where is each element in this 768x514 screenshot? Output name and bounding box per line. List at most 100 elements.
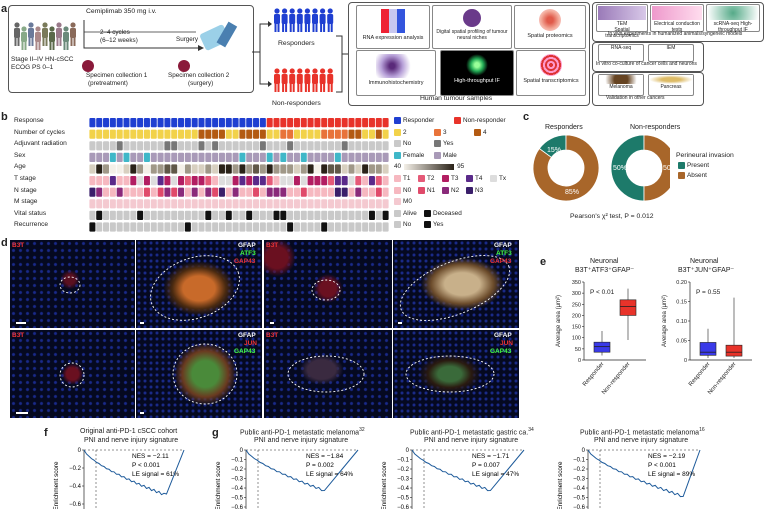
oncoprint-cell <box>280 118 287 128</box>
invivo-caption: In vivo experiments in humanized animals… <box>608 31 743 37</box>
row-label: Response <box>14 117 44 124</box>
e-left-nonresponder-box <box>619 299 637 316</box>
oncoprint-cell <box>266 152 273 162</box>
oncoprint-cell <box>116 152 123 162</box>
oncoprint-cell <box>239 187 246 197</box>
legend-text: Non-responder <box>463 117 506 125</box>
oncoprint-cell <box>123 222 130 232</box>
oncoprint-cell <box>89 152 96 162</box>
oncoprint-cell <box>198 199 205 209</box>
oncoprint-cell <box>103 152 110 162</box>
oncoprint-cell <box>355 176 362 186</box>
row-label: Recurrence <box>14 221 49 229</box>
y-tick-label: −0.2 <box>397 467 410 473</box>
y-tick-label: −0.4 <box>231 486 244 492</box>
oncoprint-cell <box>123 129 130 139</box>
oncoprint-cell <box>334 152 341 162</box>
e-right-title: Neuronal <box>690 258 719 265</box>
oncoprint-cell <box>150 129 157 139</box>
spec2b-text: (surgery) <box>188 80 214 87</box>
c-legend-title: Perineural invasion <box>676 152 734 159</box>
g2-ref: 34 <box>528 427 534 433</box>
oncoprint-cell <box>246 199 253 209</box>
oncoprint-cell <box>218 187 225 197</box>
oncoprint-cell <box>171 118 178 128</box>
present-slice <box>610 134 645 202</box>
legend-swatch <box>394 221 401 229</box>
y-tick-label: −0.5 <box>231 496 244 502</box>
y-tick-label: 0.15 <box>676 300 687 306</box>
oncoprint-cell <box>239 141 246 151</box>
tile-ihc: Immunohistochemistry <box>356 50 436 96</box>
oncoprint-cell <box>184 152 191 162</box>
oncoprint-cell <box>368 176 375 186</box>
oncoprint-cell <box>116 199 123 209</box>
oncoprint-cell <box>143 164 150 174</box>
oncoprint-cell <box>355 210 362 220</box>
oncoprint-cell <box>314 129 321 139</box>
patient-figure <box>63 26 69 50</box>
oncoprint-cell <box>280 176 287 186</box>
oncoprint-cell <box>314 187 321 197</box>
g2-title2: PNI and nerve injury signature <box>424 437 519 444</box>
y-tick-label: −0.3 <box>573 477 586 483</box>
y-tick-label: 200 <box>572 313 581 319</box>
oncoprint-cell <box>375 199 382 209</box>
oncoprint-cell <box>307 222 314 232</box>
resp-present-pct: 15% <box>547 147 561 154</box>
absent-slice <box>532 134 600 202</box>
patients-icon <box>14 22 76 50</box>
nonresponder-figure <box>281 68 288 92</box>
oncoprint-cell <box>109 199 116 209</box>
oncoprint-cell <box>293 222 300 232</box>
oncoprint-cell <box>375 187 382 197</box>
responder-figure <box>281 8 288 32</box>
oncoprint-cell <box>239 118 246 128</box>
oncoprint-cell <box>225 152 232 162</box>
oncoprint-cell <box>355 187 362 197</box>
oncoprint-cell <box>212 164 219 174</box>
oncoprint-cell <box>368 222 375 232</box>
absent-label: Absent <box>687 172 707 180</box>
legend-text: 4 <box>483 128 487 136</box>
ecog-text: ECOG PS 0–1 <box>11 64 54 71</box>
legend-text: N0 <box>403 186 412 194</box>
treatment-arrow <box>78 18 208 78</box>
c-stat: Pearson's χ² test, P = 0.012 <box>570 213 654 220</box>
oncoprint-cell <box>253 187 260 197</box>
g1-title2: PNI and nerve injury signature <box>254 437 349 444</box>
panel-f-label: f <box>44 427 48 439</box>
patient-group-figures <box>12 14 78 54</box>
legend-text: T2 <box>427 175 435 183</box>
oncoprint-cell <box>362 222 369 232</box>
to-samples-arrow <box>336 14 348 94</box>
oncoprint-cell <box>232 222 239 232</box>
oncoprint-cell <box>164 152 171 162</box>
y-tick-label: −0.3 <box>231 477 244 483</box>
oncoprint-cell <box>328 187 335 197</box>
d-gfap-4: GFAP <box>494 242 512 249</box>
oncoprint-cell <box>96 118 103 128</box>
oncoprint-cell <box>280 141 287 151</box>
oncoprint-cell <box>205 187 212 197</box>
oncoprint-cell <box>287 129 294 139</box>
oncoprint-cell <box>96 222 103 232</box>
oncoprint-cell <box>341 222 348 232</box>
stat-text: P < 0.001 <box>132 462 160 469</box>
oncoprint-cell <box>116 222 123 232</box>
oncoprint-cell <box>348 164 355 174</box>
side-ect: Electrical conduction tests <box>650 4 704 33</box>
oncoprint-cell <box>130 118 137 128</box>
g3-es-plot: 0 −0.1 −0.2 −0.3 −0.4 −0.5 −0.6 NES = −2.19 P < … <box>573 448 701 511</box>
legend-text: 2 <box>403 128 407 136</box>
oncoprint-cell <box>150 187 157 197</box>
oncoprint-cell <box>198 164 205 174</box>
oncoprint-cell <box>246 118 253 128</box>
oncoprint-cell <box>232 210 239 220</box>
oncoprint-cell <box>246 164 253 174</box>
legend-swatch <box>394 117 401 124</box>
y-tick-label: 0.05 <box>676 339 687 345</box>
oncoprint-cell <box>225 118 232 128</box>
nonresponder-figure <box>274 68 280 92</box>
micro-1 <box>10 240 135 328</box>
